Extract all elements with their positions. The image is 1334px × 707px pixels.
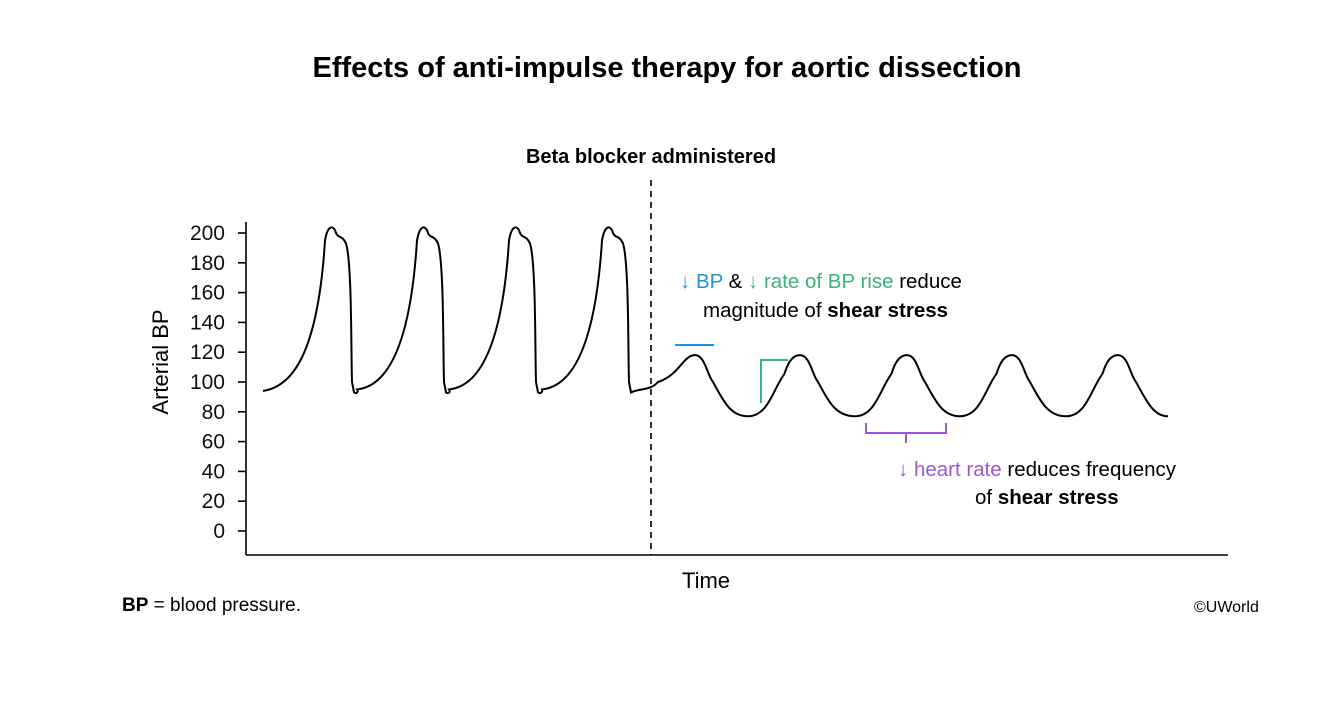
y-tick-label: 180 bbox=[190, 252, 225, 275]
rate-of-rise-marker bbox=[760, 359, 788, 403]
heart-rate-period-marker bbox=[865, 423, 947, 434]
y-tick-label: 20 bbox=[202, 490, 225, 513]
rate-decrease-label: ↓ rate of BP rise bbox=[748, 270, 893, 293]
reduces-frequency-label: reduces frequency bbox=[1007, 458, 1176, 481]
chart-title: Effects of anti-impulse therapy for aort… bbox=[312, 52, 1022, 84]
y-axis-label: Arterial BP bbox=[148, 309, 173, 414]
y-ticks: 0 20 40 60 80 100 120 140 160 180 200 bbox=[190, 222, 246, 543]
hr-annotation-line2: of shear stress bbox=[975, 486, 1119, 509]
y-tick-label: 200 bbox=[190, 222, 225, 245]
of-label: of bbox=[975, 486, 992, 509]
magnitude-label: magnitude of bbox=[703, 299, 822, 322]
ampersand: & bbox=[729, 270, 743, 293]
footnote-text: = blood pressure. bbox=[148, 595, 302, 616]
y-tick-label: 160 bbox=[190, 282, 225, 305]
y-tick-label: 120 bbox=[190, 341, 225, 364]
bp-annotation-line1: ↓ BP & ↓ rate of BP rise reduce bbox=[680, 270, 962, 293]
y-tick-label: 100 bbox=[190, 371, 225, 394]
shear-stress-label: shear stress bbox=[827, 299, 948, 322]
hr-annotation-line1: ↓ heart rate reduces frequency bbox=[898, 458, 1177, 481]
copyright-label: ©UWorld bbox=[1194, 599, 1259, 616]
y-tick-label: 60 bbox=[202, 431, 225, 454]
footnote: BP = blood pressure. bbox=[122, 595, 301, 617]
heart-rate-decrease-label: ↓ heart rate bbox=[898, 458, 1002, 481]
y-tick-label: 80 bbox=[202, 401, 225, 424]
y-tick-label: 40 bbox=[202, 460, 225, 483]
y-tick-label: 0 bbox=[213, 520, 225, 543]
shear-stress-label-2: shear stress bbox=[998, 486, 1119, 509]
beta-blocker-label: Beta blocker administered bbox=[526, 146, 776, 168]
bp-annotation-line2: magnitude of shear stress bbox=[703, 299, 948, 322]
axes bbox=[245, 222, 1228, 556]
bp-waveform-line bbox=[262, 226, 1169, 418]
footnote-abbrev: BP bbox=[122, 595, 149, 616]
bp-decrease-label: ↓ BP bbox=[680, 270, 723, 293]
x-axis-label: Time bbox=[682, 568, 730, 593]
y-tick-label: 140 bbox=[190, 311, 225, 334]
reduce-label: reduce bbox=[899, 270, 962, 293]
